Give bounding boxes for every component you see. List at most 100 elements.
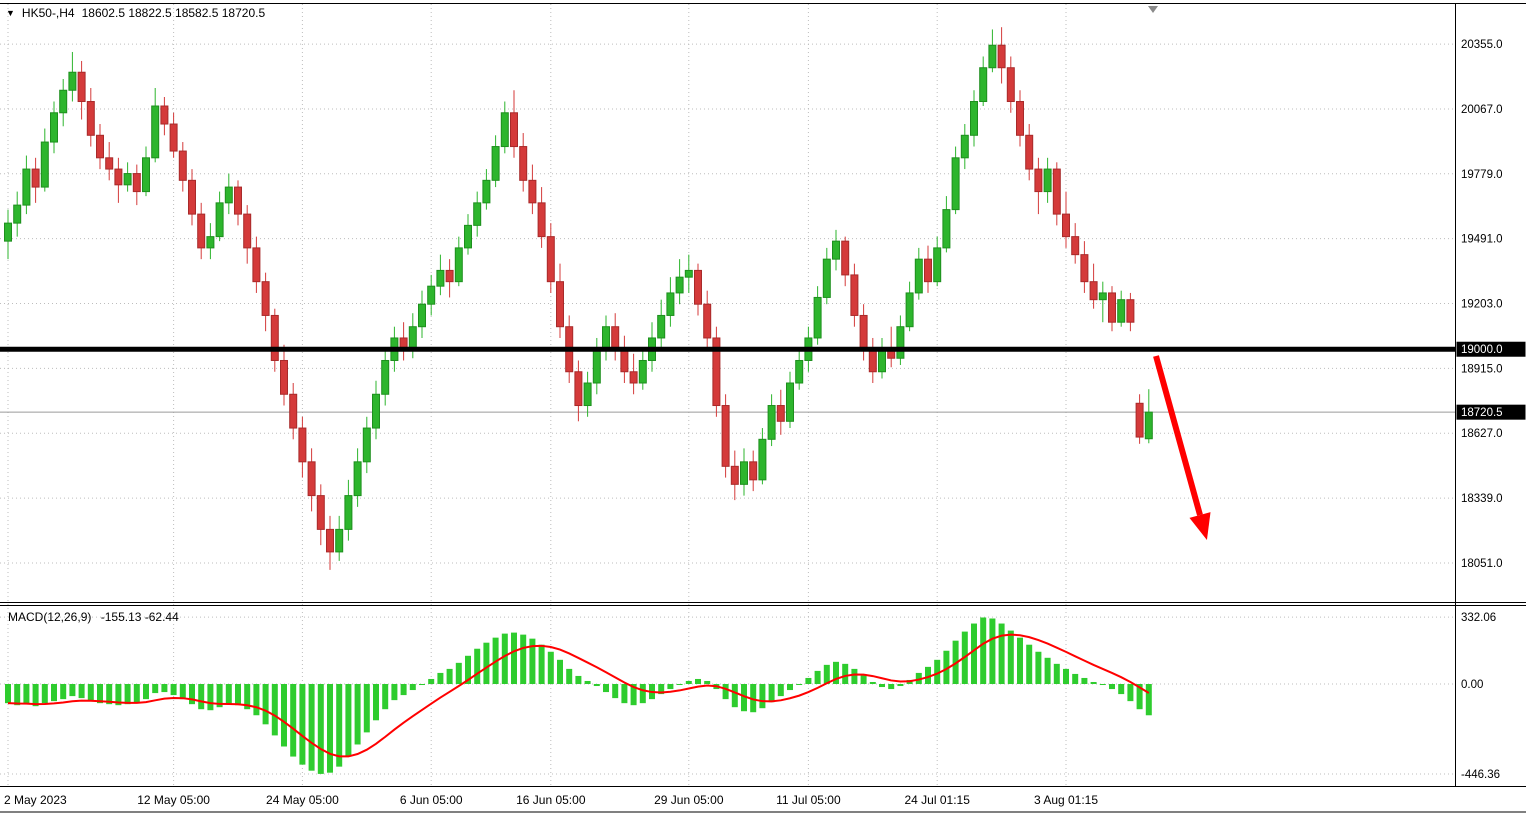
candle-body: [77, 71, 86, 103]
macd-histogram-bar: [1127, 684, 1134, 702]
macd-histogram-bar: [888, 684, 895, 690]
macd-histogram-bar: [97, 684, 103, 704]
macd-histogram-bar: [14, 684, 21, 706]
macd-histogram-bar: [299, 684, 306, 765]
macd-histogram-bar: [409, 684, 416, 691]
candle-body: [813, 296, 822, 339]
candle-body: [1052, 168, 1061, 215]
macd-histogram-bar: [143, 684, 149, 700]
macd-histogram-bar: [584, 680, 591, 685]
macd-histogram-bar: [1090, 681, 1097, 685]
candle-body: [123, 173, 132, 186]
macd-histogram-bar: [630, 684, 637, 706]
candle-body: [1016, 101, 1024, 136]
macd-histogram-bar: [851, 668, 858, 685]
candle-body: [850, 274, 859, 316]
macd-histogram-bar: [400, 684, 407, 696]
macd-histogram-bar: [814, 670, 821, 685]
candle-body: [491, 146, 500, 181]
candle-body: [151, 105, 160, 159]
candle-body: [224, 186, 233, 204]
macd-histogram-bar: [290, 684, 297, 757]
candle-body: [675, 276, 684, 294]
candle-body: [546, 236, 555, 283]
macd-histogram-bar: [483, 642, 490, 685]
trend-arrow-head[interactable]: [1189, 512, 1211, 541]
macd-histogram-bar: [566, 668, 573, 685]
time-axis-label: 24 Jul 01:15: [905, 793, 971, 807]
macd-histogram-bar: [1044, 657, 1051, 685]
candle-body: [31, 168, 40, 188]
candle-body: [786, 382, 794, 422]
price-axis-label: 19203.0: [1461, 299, 1503, 311]
trend-arrow-line[interactable]: [1153, 355, 1203, 516]
macd-histogram-bar: [777, 684, 784, 697]
macd-histogram-bar: [547, 651, 554, 685]
candle-body: [335, 528, 344, 553]
candle-body: [583, 382, 592, 407]
candle-body: [822, 258, 831, 298]
time-axis-label: 16 Jun 05:00: [516, 793, 586, 807]
macd-histogram-bar: [336, 684, 343, 767]
candle-body: [868, 348, 877, 373]
macd-histogram-bar: [216, 684, 223, 708]
candle-body: [740, 461, 748, 485]
macd-histogram-bar: [501, 633, 508, 685]
macd-histogram-bar: [934, 659, 941, 685]
macd-histogram-bar: [722, 684, 729, 700]
candle-body: [896, 326, 905, 359]
macd-axis-label: -446.36: [1461, 769, 1500, 781]
candle-body: [592, 348, 601, 384]
candle-body: [767, 405, 776, 440]
candle-body: [519, 146, 528, 181]
macd-histogram-bar: [271, 684, 278, 736]
macd-indicator-label: MACD(12,26,9) -155.13 -62.44: [8, 610, 185, 624]
macd-histogram-bar: [179, 684, 186, 700]
candle-body: [905, 292, 914, 328]
macd-histogram-bar: [1035, 651, 1042, 685]
macd-histogram-bar: [575, 675, 582, 685]
macd-histogram-bar: [750, 684, 757, 713]
candle-body: [4, 222, 12, 242]
macd-values-label: -155.13 -62.44: [100, 610, 179, 624]
candle-body: [362, 427, 371, 463]
macd-histogram-bar: [621, 684, 628, 704]
candle-body: [1071, 236, 1080, 256]
candle-body: [712, 337, 721, 407]
candle-body: [1126, 299, 1135, 323]
macd-histogram-bar: [1118, 684, 1125, 695]
time-axis-label: 3 Aug 01:15: [1034, 793, 1098, 807]
candle-body: [445, 269, 454, 283]
candle-body: [261, 281, 270, 316]
macd-histogram-bar: [520, 634, 527, 685]
candle-body: [749, 461, 758, 481]
candle-body: [68, 71, 77, 91]
candle-body: [657, 314, 666, 339]
candle-body: [758, 438, 767, 481]
candle-body: [50, 112, 58, 143]
candle-body: [188, 179, 196, 215]
macd-histogram-bar: [685, 680, 692, 685]
macd-histogram-bar: [428, 678, 435, 685]
chart-expander-icon[interactable]: ▼: [6, 7, 15, 18]
macd-histogram-bar: [796, 684, 803, 686]
macd-histogram-bar: [133, 684, 140, 704]
candle-body: [1034, 168, 1043, 193]
macd-histogram-bar: [989, 618, 996, 685]
price-axis-label: 18339.0: [1461, 493, 1503, 505]
candle-body: [795, 359, 804, 384]
candle-body: [878, 348, 886, 373]
macd-histogram-bar: [115, 684, 122, 706]
macd-histogram-bar: [32, 684, 39, 707]
candle-body: [307, 461, 316, 497]
time-axis-label: 24 May 05:00: [266, 793, 339, 807]
macd-histogram-bar: [980, 617, 987, 685]
macd-axis-label: 332.06: [1461, 612, 1496, 624]
candle-body: [197, 213, 206, 249]
macd-histogram-bar: [189, 684, 195, 705]
candle-body: [1135, 402, 1144, 438]
macd-histogram-bar: [124, 684, 131, 705]
macd-histogram-bar: [925, 666, 931, 685]
candle-body: [215, 202, 224, 238]
